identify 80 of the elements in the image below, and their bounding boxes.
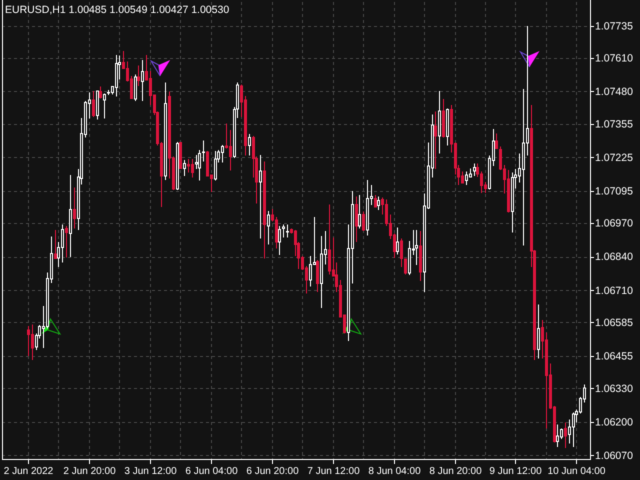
candlestick: [73, 187, 76, 229]
candlestick: [442, 98, 445, 138]
candlestick: [556, 424, 559, 448]
y-tick-label: 1.06970: [595, 218, 634, 230]
candlestick: [465, 171, 468, 186]
x-tick-label: 8 Jun 20:00: [429, 466, 482, 477]
y-tick-label: 1.07610: [595, 52, 634, 65]
candlestick: [263, 161, 266, 259]
candlestick: [92, 90, 95, 118]
candlestick: [103, 92, 106, 119]
candlestick: [54, 229, 57, 260]
x-tick-label: 2 Jun 2022: [4, 466, 54, 477]
y-tick-label: 1.07355: [595, 118, 634, 130]
candlestick: [31, 324, 34, 361]
candlestick: [259, 154, 262, 239]
candlestick: [183, 160, 186, 176]
y-tick-label: 1.06330: [595, 382, 634, 395]
chart-title: EURUSD,H1 1.00485 1.00549 1.00427 1.00530: [5, 4, 230, 16]
candlestick: [202, 140, 205, 162]
candlestick: [61, 224, 64, 264]
candlestick: [511, 172, 514, 233]
candlestick: [107, 89, 110, 96]
candlestick: [191, 158, 194, 178]
candlestick: [141, 60, 144, 102]
candlestick: [572, 412, 575, 448]
y-tick-label: 1.06840: [595, 251, 634, 264]
x-tick-label: 2 Jun 20:00: [63, 466, 116, 477]
candlestick: [248, 134, 251, 156]
candlestick: [374, 194, 377, 208]
candlestick: [495, 132, 498, 150]
candlestick: [396, 226, 399, 255]
y-tick-label: 1.06455: [595, 350, 634, 363]
candlestick: [27, 325, 30, 356]
candlestick: [362, 211, 365, 232]
y-tick-label: 1.06200: [595, 416, 634, 428]
candlestick: [366, 179, 369, 236]
candlestick: [96, 90, 99, 120]
candlestick: [446, 108, 449, 146]
candlestick: [328, 204, 331, 275]
candlestick: [179, 141, 182, 170]
y-tick-label: 1.06585: [595, 316, 634, 329]
y-tick-label: 1.07225: [595, 152, 634, 164]
x-tick-label: 6 Jun 20:00: [246, 466, 300, 477]
y-tick-label: 1.07480: [595, 86, 634, 98]
candlestick: [438, 90, 441, 154]
candlestick: [286, 224, 289, 238]
x-tick-label: 3 Jun 12:00: [124, 466, 178, 477]
candlestick: [282, 224, 285, 238]
y-tick-label: 1.07735: [595, 20, 634, 32]
candlestick: [134, 74, 137, 102]
candlestick: [434, 111, 437, 170]
x-tick-label: 8 Jun 04:00: [368, 466, 422, 477]
candlestick: [537, 304, 540, 359]
candlestick: [115, 54, 118, 98]
candlestick: [419, 230, 422, 282]
x-tick-label: 7 Jun 12:00: [307, 466, 360, 477]
candlestick: [473, 162, 476, 176]
x-tick-label: 9 Jun 12:00: [489, 466, 542, 477]
candlestick: [164, 82, 167, 180]
x-tick-label: 10 Jun 04:00: [548, 466, 606, 477]
y-tick-label: 1.06070: [595, 450, 634, 462]
candlestick: [69, 174, 72, 258]
candlestick: [355, 196, 358, 242]
candlestick: [564, 422, 567, 448]
candlestick: [65, 225, 68, 258]
candlestick: [137, 65, 140, 86]
candlestick: [415, 229, 418, 266]
x-tick-label: 6 Jun 04:00: [185, 466, 238, 477]
candlestick: [267, 210, 270, 245]
candlestick: [358, 194, 361, 229]
candlestick: [377, 196, 380, 211]
candlestick: [316, 260, 319, 292]
y-tick-label: 1.07095: [595, 185, 634, 198]
y-tick-label: 1.06710: [595, 284, 634, 297]
candlestick: [214, 150, 217, 182]
candlestick: [176, 141, 179, 191]
candlestick: [99, 86, 102, 99]
candlestick: [221, 144, 224, 163]
candlestick: [198, 150, 201, 182]
candlestick: [278, 225, 281, 256]
